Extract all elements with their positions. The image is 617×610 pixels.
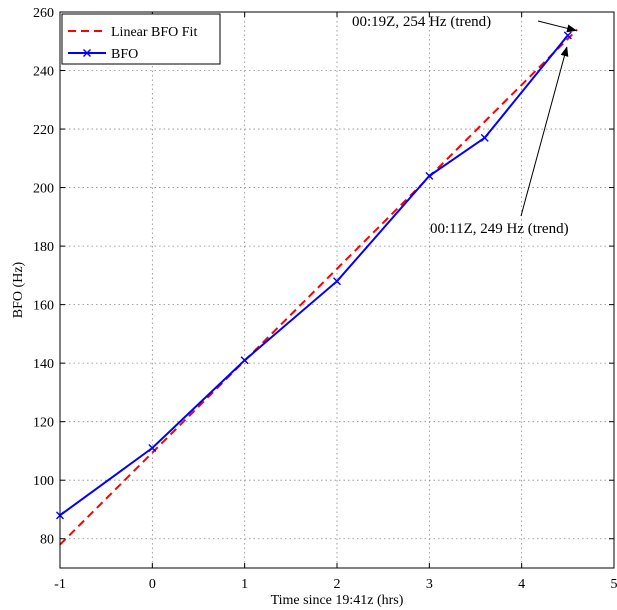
legend-label: BFO [111, 47, 138, 62]
x-tick-label: 1 [241, 577, 248, 592]
y-tick-label: 140 [33, 357, 54, 372]
y-tick-label: 200 [33, 182, 54, 197]
x-tick-label: -1 [54, 577, 66, 592]
plot-area [60, 12, 614, 568]
annotation-0011z-arrow [520, 46, 569, 217]
x-tick-label: 2 [334, 577, 341, 592]
legend-box [61, 13, 221, 65]
ticks: -1 0 1 2 3 4 5 80 100 120 140 160 180 200 220 240 260 [33, 6, 617, 592]
annotation-0019z: 00:19Z, 254 Hz (trend) [352, 14, 491, 30]
x-axis-label: Time since 19:41z (hrs) [271, 593, 404, 608]
y-tick-label: 120 [33, 416, 54, 431]
bfo-point-marker [240, 356, 249, 365]
legend-label: Linear BFO Fit [111, 25, 197, 40]
annotations: 00:19Z, 254 Hz (trend) 00:11Z, 249 Hz (tr… [352, 14, 578, 237]
x-tick-label: 3 [426, 577, 433, 592]
x-tick-label: 0 [149, 577, 156, 592]
bfo-point-marker [480, 133, 489, 142]
series-line-linear-bfo-fit [59, 28, 578, 546]
bfo-point-marker [148, 444, 157, 453]
annotation-0019z-arrow [537, 20, 578, 33]
y-tick-label: 180 [33, 240, 54, 255]
bfo-point-marker [333, 277, 341, 286]
y-tick-label: 220 [33, 123, 54, 138]
x-tick-label: 4 [518, 577, 525, 592]
legend-marker [83, 49, 91, 57]
legend: Linear BFO Fit BFO [61, 13, 221, 65]
y-axis-label: BFO (Hz) [11, 261, 26, 318]
x-tick-label: 5 [611, 577, 617, 592]
annotation-0011z: 00:11Z, 249 Hz (trend) [430, 221, 569, 237]
y-tick-label: 160 [33, 299, 54, 314]
bfo-point-marker [425, 171, 434, 180]
y-tick-label: 260 [33, 6, 54, 21]
y-tick-label: 100 [33, 474, 54, 489]
y-tick-label: 240 [33, 65, 54, 80]
y-tick-label: 80 [40, 533, 54, 548]
bfo-point-marker [563, 31, 572, 40]
